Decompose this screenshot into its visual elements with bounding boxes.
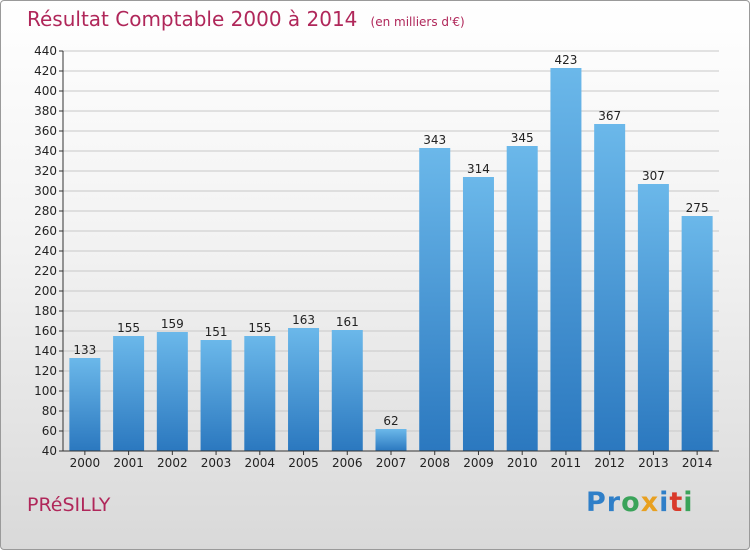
logo-letter: i (683, 487, 694, 518)
bar-value-label: 159 (161, 317, 184, 331)
y-tick-label: 440 (34, 44, 57, 58)
logo-letter: t (669, 487, 684, 518)
bar-value-label: 275 (686, 201, 709, 215)
bar-value-label: 314 (467, 162, 490, 176)
y-tick-label: 260 (34, 224, 57, 238)
commune-name: PRéSILLY (27, 494, 111, 516)
chart-title: Résultat Comptable 2000 à 2014 (27, 7, 358, 31)
bar-value-label: 163 (292, 313, 315, 327)
chart-title-block: Résultat Comptable 2000 à 2014 (en milli… (27, 7, 465, 31)
bar (419, 148, 451, 451)
bar (113, 336, 145, 451)
x-tick-label: 2003 (201, 456, 232, 470)
bar-value-label: 133 (73, 343, 96, 357)
bar (331, 330, 363, 451)
bar-value-label: 345 (511, 131, 534, 145)
x-tick-label: 2013 (638, 456, 669, 470)
y-tick-label: 40 (42, 444, 57, 458)
bar (506, 146, 538, 451)
chart-subtitle: (en milliers d'€) (370, 15, 465, 29)
y-tick-label: 140 (34, 344, 57, 358)
x-tick-label: 2012 (594, 456, 625, 470)
y-tick-label: 400 (34, 84, 57, 98)
bar (594, 124, 626, 451)
y-tick-label: 420 (34, 64, 57, 78)
x-tick-label: 2002 (157, 456, 188, 470)
logo-letter: P (586, 487, 607, 518)
bar-value-label: 155 (117, 321, 140, 335)
x-tick-label: 2000 (70, 456, 101, 470)
bar (244, 336, 276, 451)
y-tick-label: 220 (34, 264, 57, 278)
logo-letter: i (659, 487, 670, 518)
bar-value-label: 62 (383, 414, 398, 428)
y-tick-label: 80 (42, 404, 57, 418)
x-tick-label: 2008 (419, 456, 450, 470)
x-tick-label: 2007 (376, 456, 407, 470)
bar-value-label: 367 (598, 109, 621, 123)
bars: 133 155 159 151 155 163 161 62 343 314 345 423 367 30… (69, 53, 713, 451)
y-tick-label: 380 (34, 104, 57, 118)
bar-value-label: 423 (554, 53, 577, 67)
x-tick-label: 2014 (682, 456, 713, 470)
y-tick-label: 60 (42, 424, 57, 438)
bar (69, 358, 101, 451)
logo-letter: x (640, 487, 660, 518)
x-tick-label: 2006 (332, 456, 363, 470)
bar (462, 177, 494, 451)
axes: 40 60 80 100 120 140 160 180 200 220 240 260 280 300 3… (34, 44, 719, 470)
x-tick-label: 2005 (288, 456, 319, 470)
bar (550, 68, 582, 451)
y-tick-label: 120 (34, 364, 57, 378)
logo-letter: r (606, 487, 622, 518)
logo-letter: o (621, 487, 641, 518)
y-tick-label: 200 (34, 284, 57, 298)
bar-value-label: 155 (248, 321, 271, 335)
bar (200, 340, 232, 451)
y-tick-label: 320 (34, 164, 57, 178)
bar-value-label: 343 (423, 133, 446, 147)
y-tick-label: 100 (34, 384, 57, 398)
x-tick-label: 2001 (113, 456, 144, 470)
y-tick-label: 300 (34, 184, 57, 198)
x-tick-label: 2009 (463, 456, 494, 470)
x-tick-label: 2010 (507, 456, 538, 470)
y-tick-label: 240 (34, 244, 57, 258)
x-tick-label: 2004 (245, 456, 276, 470)
bar (156, 332, 188, 451)
bar-value-label: 307 (642, 169, 665, 183)
y-tick-label: 360 (34, 124, 57, 138)
proxiti-logo: Proxiti (586, 487, 694, 518)
bar (288, 328, 320, 451)
bar-value-label: 151 (205, 325, 228, 339)
y-tick-label: 160 (34, 324, 57, 338)
y-tick-label: 280 (34, 204, 57, 218)
bar (375, 429, 407, 451)
y-tick-label: 340 (34, 144, 57, 158)
x-tick-label: 2011 (551, 456, 582, 470)
bar (681, 216, 713, 451)
bar-value-label: 161 (336, 315, 359, 329)
y-tick-label: 180 (34, 304, 57, 318)
bar (637, 184, 669, 451)
